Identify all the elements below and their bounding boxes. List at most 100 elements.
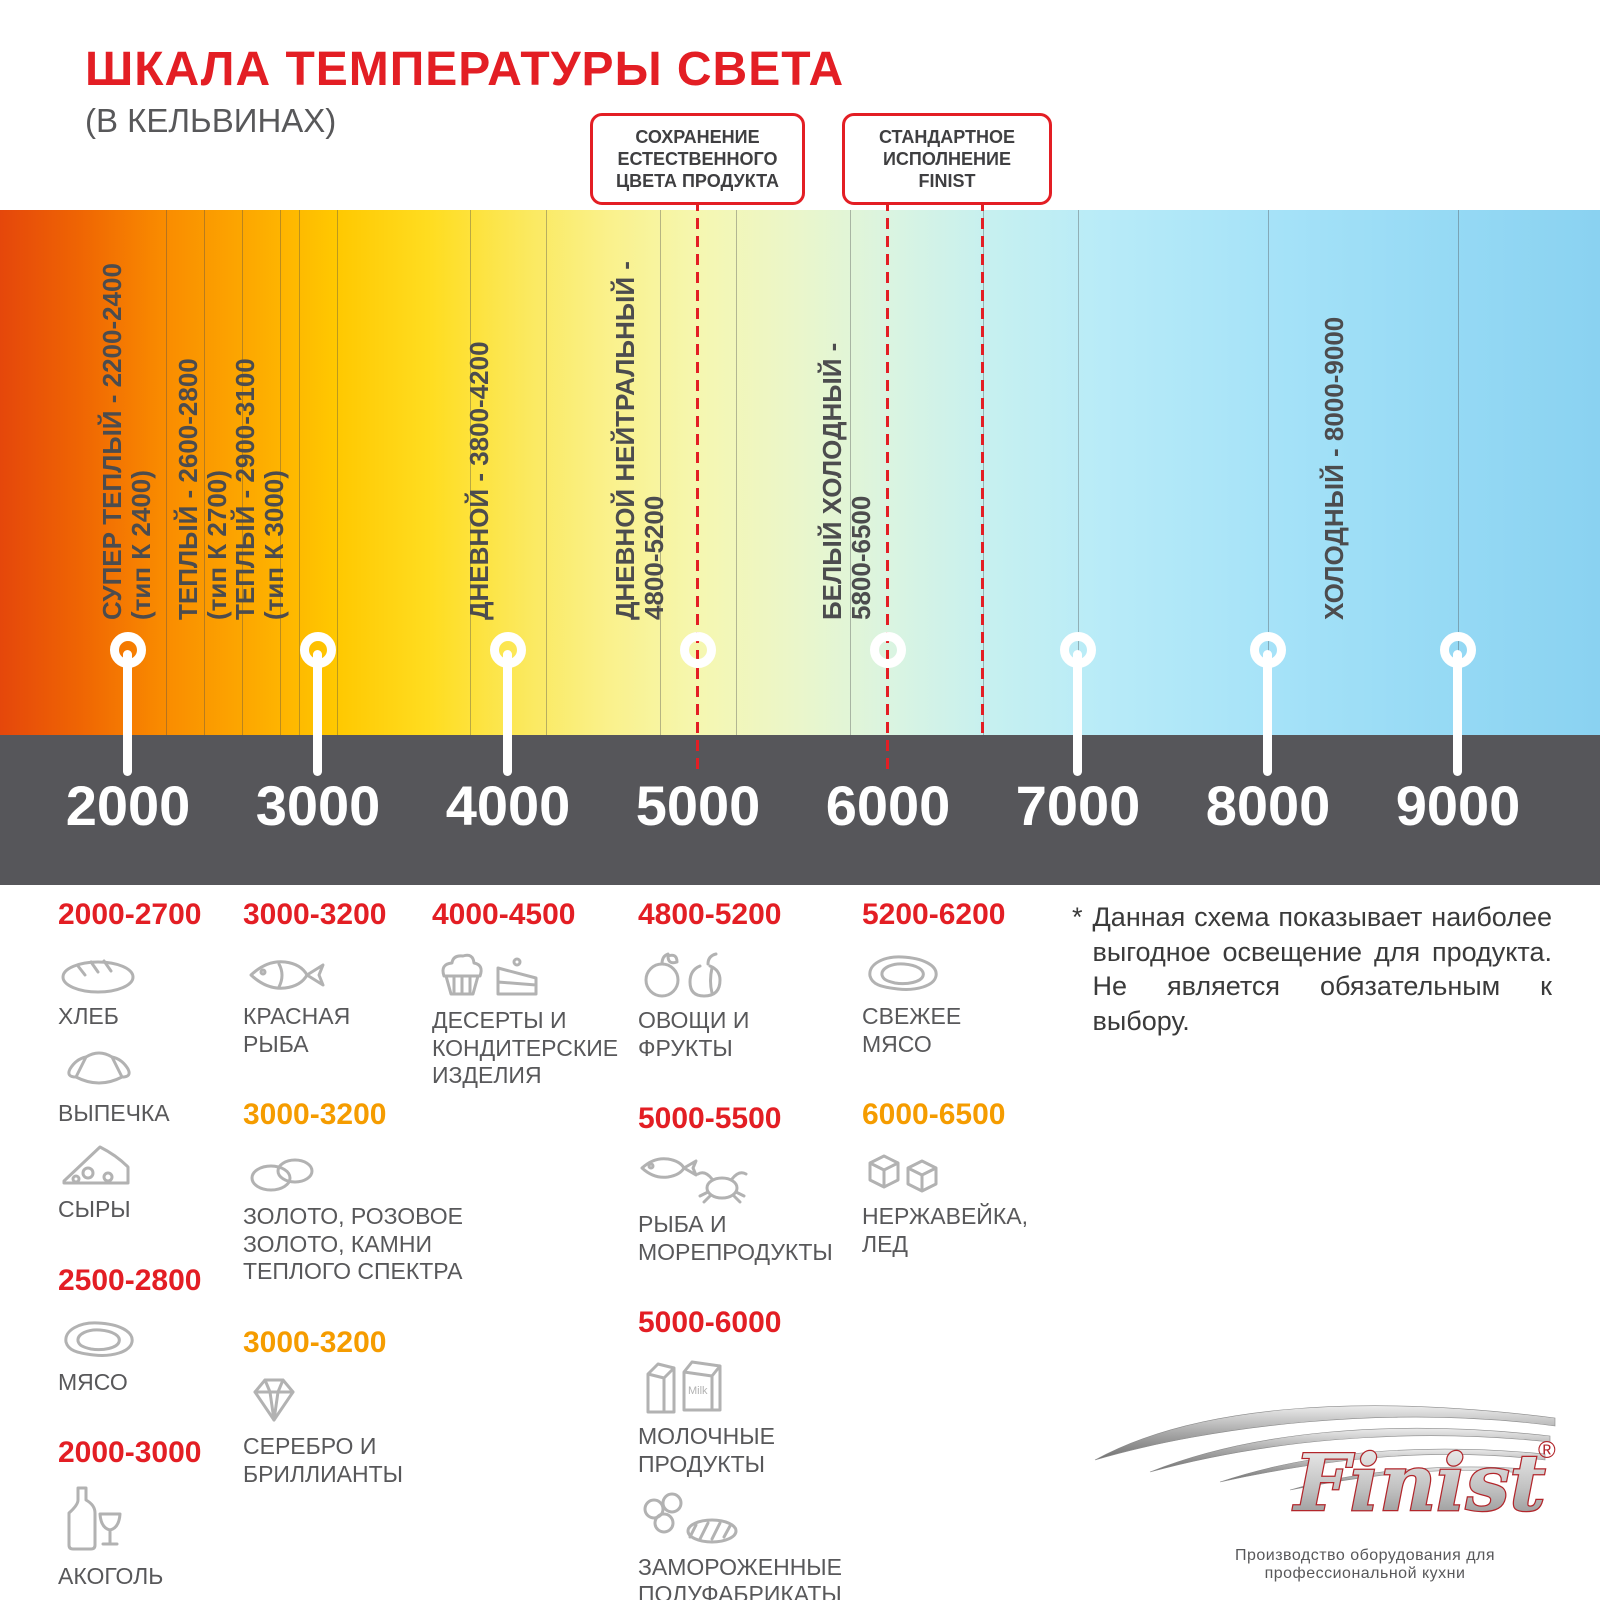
red-fish-icon [243,946,478,996]
gridline [660,210,661,735]
legend-group: 5200-6200 СВЕЖЕЕ МЯСО [862,898,1047,1070]
tick-label-7000: 7000 [1015,774,1141,837]
band-label-daylight: ДНЕВНОЙ - 3800-4200 [464,341,494,620]
band-label-text: ДНЕВНОЙ - 3800-4200 [464,341,494,620]
frozen-icon [638,1491,898,1547]
gridline [850,210,851,735]
legend-column-2: 3000-3200 КРАСНАЯ РЫБА 3000-3200 ЗОЛОТО,… [243,898,478,1528]
ice-icon [862,1146,1047,1196]
finist-logo: Finist ® Производство оборудования для п… [1090,1380,1560,1583]
range-label: 3000-3200 [243,1325,387,1359]
reference-line-6000 [886,200,889,770]
range-label: 2000-3000 [58,1436,202,1470]
range-label: 2000-2700 [58,898,202,931]
fish-seafood-icon [638,1150,898,1204]
finist-wing-logo: Finist ® [1094,1405,1556,1530]
item-label: АКОГОЛЬ [58,1563,164,1590]
range-label: 6000-6500 [862,1098,1006,1132]
item-label: ЗОЛОТО, РОЗОВОЕ ЗОЛОТО, КАМНИ ТЕПЛОГО СП… [243,1203,463,1285]
gridline [1078,210,1079,735]
band-label-warm-2700: ТЕПЛЫЙ - 2600-2800 (тип К 2700) [173,358,232,620]
legend-item: АКОГОЛЬ [58,1484,238,1591]
footnote: * Данная схема показывает наиболее выгод… [1072,900,1552,1038]
legend-item: ДЕСЕРТЫ И КОНДИТЕРСКИЕ ИЗДЕЛИЯ [432,946,642,1090]
band-label-cold: ХОЛОДНЫЙ - 8000-9000 [1319,317,1349,620]
legend-column-1: 2000-2700 ХЛЕБ ВЫПЕЧКА СЫРЫ 250 [58,898,238,1600]
tick-stem-8000 [1263,650,1272,776]
tick-stem-9000 [1453,650,1462,776]
meat-icon [58,1312,238,1362]
vegetables-fruits-icon [638,946,898,1000]
legend-item: Milk МОЛОЧНЫЕ ПРОДУКТЫ [638,1354,898,1478]
item-label: СЫРЫ [58,1196,131,1223]
legend-item: ХЛЕБ [58,946,238,1031]
gridline [337,210,338,735]
tick-label-6000: 6000 [825,774,951,837]
band-label-text: БЕЛЫЙ ХОЛОДНЫЙ - [817,342,847,620]
tick-label-3000: 3000 [255,774,381,837]
item-label: РЫБА И МОРЕПРОДУКТЫ [638,1211,833,1265]
range-label: 5200-6200 [862,898,1006,931]
cheese-icon [58,1139,238,1189]
band-label-sub: (тип К 2700) [202,470,232,620]
logo-tagline: Производство оборудования для профессион… [1234,1547,1496,1582]
gridline [280,210,281,735]
diamond-icon [243,1374,478,1426]
dairy-icon: Milk [638,1354,898,1416]
item-label: ХЛЕБ [58,1003,119,1029]
callout-finist-standard: СТАНДАРТНОЕ ИСПОЛНЕНИЕ FINIST [842,113,1052,205]
legend-item: ЗАМОРОЖЕННЫЕ ПОЛУФАБРИКАТЫ [638,1491,898,1600]
legend-group: 3000-3200 ЗОЛОТО, РОЗОВОЕ ЗОЛОТО, КАМНИ … [243,1098,478,1298]
legend-group: 4800-5200 ОВОЩИ И ФРУКТЫ [638,898,898,1074]
item-label: ОВОЩИ И ФРУКТЫ [638,1007,750,1061]
tick-label-5000: 5000 [635,774,761,837]
range-label: 3000-3200 [243,898,387,931]
band-label-warm-3000: ТЕПЛЫЙ - 2900-3100 (тип К 3000) [230,358,289,620]
legend-group: 3000-3200 КРАСНАЯ РЫБА [243,898,478,1070]
legend-group: 5000-6000 Milk МОЛОЧНЫЕ ПРОДУКТЫ ЗАМОРОЖ… [638,1306,898,1600]
band-label-sub: (тип К 2400) [126,470,156,620]
footnote-asterisk: * [1072,902,1083,932]
legend-item: ЗОЛОТО, РОЗОВОЕ ЗОЛОТО, КАМНИ ТЕПЛОГО СП… [243,1146,478,1286]
range-label: 5000-5500 [638,1102,782,1136]
legend-item: НЕРЖАВЕЙКА, ЛЕД [862,1146,1047,1258]
legend-group: 6000-6500 НЕРЖАВЕЙКА, ЛЕД [862,1098,1047,1270]
reference-line-5000 [696,200,699,770]
gold-rings-icon [243,1146,478,1196]
axis-bar [0,735,1600,885]
band-label-super-warm: СУПЕР ТЕПЛЫЙ - 2200-2400 (тип К 2400) [97,263,156,620]
tick-label-4000: 4000 [445,774,571,837]
range-label: 4800-5200 [638,898,782,931]
tick-marker-4000 [490,632,526,668]
gridline [242,210,243,735]
tick-stem-4000 [503,650,512,776]
gridline [546,210,547,735]
page-title: ШКАЛА ТЕМПЕРАТУРЫ СВЕТА [85,43,845,96]
tick-marker-3000 [300,632,336,668]
band-label-text: ТЕПЛЫЙ - 2600-2800 [173,358,203,620]
tick-label-2000: 2000 [65,774,191,837]
range-label: 2500-2800 [58,1263,202,1297]
band-label-sub: 5800-6500 [846,495,876,620]
legend-item: СЫРЫ [58,1139,238,1224]
item-label: НЕРЖАВЕЙКА, ЛЕД [862,1203,1028,1257]
tick-stem-7000 [1073,650,1082,776]
item-label: ЗАМОРОЖЕННЫЕ ПОЛУФАБРИКАТЫ [638,1553,843,1600]
tick-marker-7000 [1060,632,1096,668]
croissant-icon [58,1043,238,1093]
page-subtitle: (В КЕЛЬВИНАХ) [85,102,337,139]
band-label-text: ДНЕВНОЙ НЕЙТРАЛЬНЫЙ - [610,261,640,620]
band-label-cold-white: БЕЛЫЙ ХОЛОДНЫЙ - 5800-6500 [817,342,876,620]
tick-label-9000: 9000 [1395,774,1521,837]
range-label: 3000-3200 [243,1098,387,1132]
color-temperature-gradient: СУПЕР ТЕПЛЫЙ - 2200-2400 (тип К 2400) ТЕ… [0,210,1600,735]
range-label: 4000-4500 [432,898,576,931]
item-label: СВЕЖЕЕ МЯСО [862,1003,962,1057]
legend-item: РЫБА И МОРЕПРОДУКТЫ [638,1150,898,1266]
legend-column-5: 5200-6200 СВЕЖЕЕ МЯСО 6000-6500 НЕРЖАВЕЙ… [862,898,1047,1298]
legend-group: 2500-2800 МЯСО [58,1264,238,1409]
legend-group: 4000-4500 ДЕСЕРТЫ И КОНДИТЕРСКИЕ ИЗДЕЛИЯ [432,898,642,1102]
fresh-meat-icon [862,946,1047,996]
gridline [736,210,737,735]
